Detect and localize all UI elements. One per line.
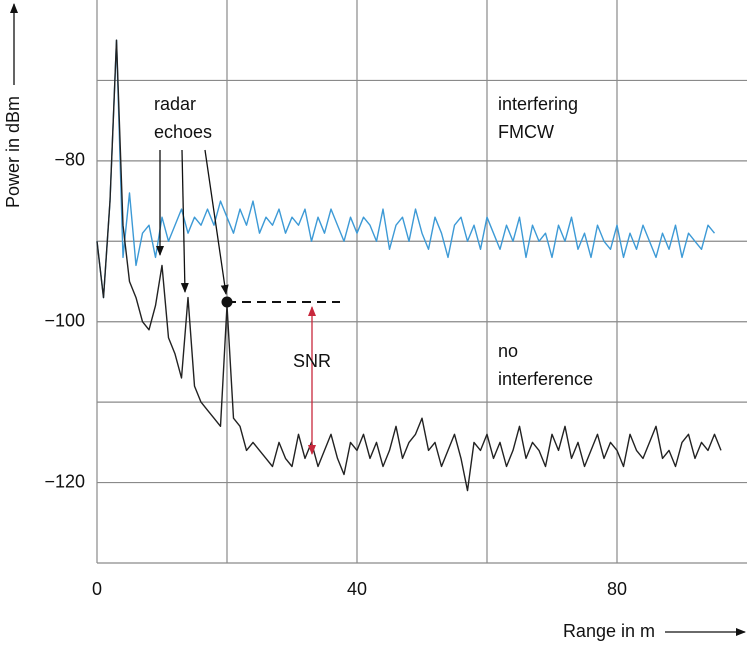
annotation-marks <box>10 3 746 636</box>
y-tick-label: −120 <box>44 471 85 491</box>
annotation: interference <box>498 369 593 389</box>
annotation: interfering <box>498 94 578 114</box>
annotation: echoes <box>154 122 212 142</box>
echo-arrow <box>204 149 229 295</box>
x-tick-label: 0 <box>92 579 102 599</box>
annotation: no <box>498 341 518 361</box>
x-tick-label: 40 <box>347 579 367 599</box>
lines <box>96 39 722 492</box>
y-tick-label: −80 <box>54 150 85 170</box>
y-axis-title: Power in dBm <box>3 96 23 208</box>
peak-dot <box>221 296 233 308</box>
echo-arrow <box>180 149 189 293</box>
series-line <box>96 39 722 492</box>
annotation: radar <box>154 94 196 114</box>
x-tick-label: 80 <box>607 579 627 599</box>
annotation: SNR <box>293 351 331 371</box>
y-tick-label: −100 <box>44 310 85 330</box>
annotation: FMCW <box>498 122 554 142</box>
x-axis-title: Range in m <box>563 621 655 641</box>
grid <box>96 0 747 564</box>
series-line <box>96 39 716 299</box>
